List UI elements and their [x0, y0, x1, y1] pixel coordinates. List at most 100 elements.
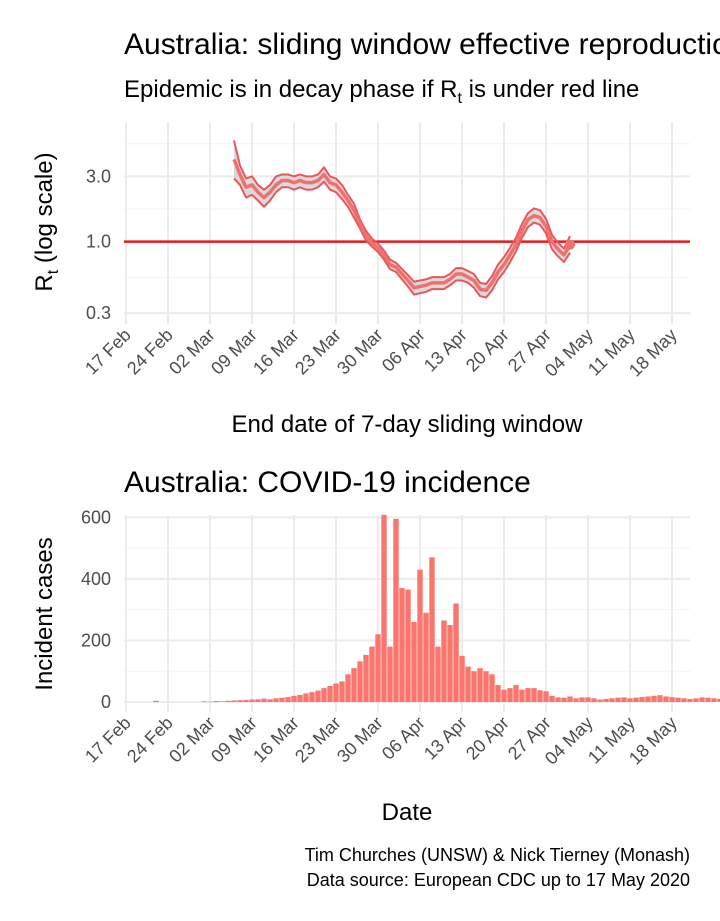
- incidence-bar: [345, 674, 351, 702]
- incidence-bar: [285, 697, 291, 702]
- incidence-bar: [633, 697, 639, 702]
- rt-x-tick-label: 24 Feb: [123, 325, 177, 379]
- incidence-bar: [627, 698, 633, 702]
- incidence-bar: [549, 695, 555, 702]
- incidence-bar: [225, 700, 231, 702]
- incidence-bar: [543, 691, 549, 702]
- incidence-bar: [381, 514, 387, 702]
- rt-x-tick-label: 02 Mar: [165, 325, 219, 379]
- incidence-bar: [531, 688, 537, 702]
- rt-x-tick-label: 13 Apr: [420, 325, 471, 376]
- incidence-x-tick-label: 09 Mar: [207, 713, 261, 767]
- rt-x-tick-label: 30 Mar: [333, 325, 387, 379]
- incidence-bar: [615, 697, 621, 702]
- incidence-bar: [351, 668, 357, 702]
- incidence-bar: [435, 646, 441, 702]
- rt-gridlines: [124, 122, 690, 324]
- incidence-bar: [573, 698, 579, 702]
- incidence-x-tick-label: 30 Mar: [333, 713, 387, 767]
- incidence-bar: [465, 666, 471, 702]
- incidence-x-tick-label: 13 Apr: [420, 713, 471, 764]
- incidence-bar: [291, 695, 297, 702]
- incidence-bar: [321, 688, 327, 702]
- rt-y-tick-label: 3.0: [86, 166, 111, 186]
- incidence-bar: [597, 699, 603, 702]
- incidence-bar: [591, 698, 597, 702]
- incidence-bar: [609, 698, 615, 702]
- incidence-bars: [153, 514, 720, 703]
- incidence-bar: [411, 621, 417, 702]
- rt-x-tick-label: 18 May: [625, 325, 681, 381]
- incidence-bar: [711, 698, 717, 702]
- incidence-bar: [363, 654, 369, 702]
- incidence-bar: [453, 603, 459, 702]
- incidence-x-tick-label: 06 Apr: [378, 713, 429, 764]
- incidence-bar: [681, 698, 687, 702]
- incidence-x-axis-title: Date: [382, 799, 433, 826]
- rt-x-tick-label: 23 Mar: [291, 325, 345, 379]
- incidence-bar: [375, 634, 381, 702]
- rt-y-axis: 0.3 1.0 3.0: [86, 166, 111, 323]
- rt-y-axis-title: Rt (log scale): [31, 152, 62, 291]
- incidence-bar: [651, 695, 657, 702]
- incidence-bar: [423, 612, 429, 702]
- rt-x-axis-title: End date of 7-day sliding window: [232, 411, 584, 438]
- incidence-bar: [231, 700, 237, 702]
- incidence-bar: [501, 689, 507, 702]
- rt-x-tick-label: 09 Mar: [207, 325, 261, 379]
- incidence-bar: [507, 688, 513, 702]
- incidence-bar: [603, 698, 609, 702]
- incidence-x-tick-label: 17 Feb: [81, 713, 135, 767]
- incidence-bar: [219, 701, 225, 702]
- incidence-y-tick-label: 200: [81, 630, 111, 650]
- incidence-y-tick-label: 400: [81, 569, 111, 589]
- incidence-bar: [483, 671, 489, 702]
- incidence-bar: [441, 620, 447, 702]
- incidence-bar: [153, 700, 159, 702]
- incidence-bar: [255, 699, 261, 702]
- rt-x-tick-label: 20 Apr: [462, 325, 513, 376]
- incidence-bar: [303, 693, 309, 702]
- incidence-bar: [675, 697, 681, 702]
- incidence-y-axis: 0 200 400 600: [81, 507, 111, 712]
- caption-source: Data source: European CDC up to 17 May 2…: [307, 870, 690, 890]
- incidence-bar: [513, 685, 519, 702]
- incidence-bar: [249, 699, 255, 702]
- rt-lower-bound-line: [233, 177, 571, 299]
- incidence-bar: [537, 690, 543, 702]
- incidence-bar: [417, 569, 423, 702]
- incidence-bar: [561, 697, 567, 702]
- incidence-bar: [297, 694, 303, 702]
- incidence-bar: [267, 699, 273, 702]
- rt-chart-title: Australia: sliding window effective repr…: [124, 28, 720, 61]
- incidence-bar: [489, 674, 495, 702]
- incidence-bar: [693, 698, 699, 702]
- incidence-bar: [429, 557, 435, 702]
- incidence-bar: [393, 518, 399, 702]
- incidence-bar: [369, 646, 375, 702]
- incidence-bar: [339, 681, 345, 702]
- incidence-bar: [315, 690, 321, 702]
- incidence-bar: [327, 685, 333, 702]
- incidence-bar: [687, 698, 693, 702]
- incidence-x-tick-label: 02 Mar: [165, 713, 219, 767]
- incidence-bar: [261, 698, 267, 702]
- incidence-x-tick-label: 16 Mar: [249, 713, 303, 767]
- incidence-bar: [399, 588, 405, 702]
- incidence-chart-title: Australia: COVID-19 incidence: [124, 466, 531, 499]
- rt-upper-bound-line: [233, 140, 571, 286]
- incidence-x-tick-label: 20 Apr: [462, 713, 513, 764]
- rt-mean-line: [232, 158, 572, 293]
- incidence-bar: [657, 695, 663, 702]
- incidence-bar: [567, 696, 573, 702]
- incidence-bar: [585, 697, 591, 702]
- rt-x-tick-label: 16 Mar: [249, 325, 303, 379]
- incidence-bar: [669, 697, 675, 702]
- incidence-bar: [525, 688, 531, 702]
- incidence-bar: [459, 655, 465, 702]
- rt-y-tick-label: 1.0: [86, 232, 111, 252]
- incidence-bar: [273, 698, 279, 702]
